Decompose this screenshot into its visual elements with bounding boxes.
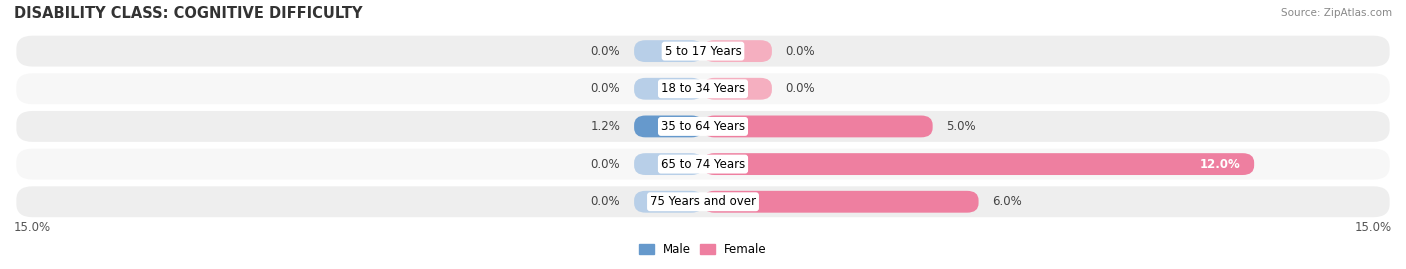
Text: DISABILITY CLASS: COGNITIVE DIFFICULTY: DISABILITY CLASS: COGNITIVE DIFFICULTY — [14, 6, 363, 21]
FancyBboxPatch shape — [17, 73, 1389, 104]
FancyBboxPatch shape — [634, 191, 703, 213]
FancyBboxPatch shape — [17, 111, 1389, 142]
Text: 1.2%: 1.2% — [591, 120, 620, 133]
FancyBboxPatch shape — [703, 40, 772, 62]
FancyBboxPatch shape — [17, 36, 1389, 66]
Text: 65 to 74 Years: 65 to 74 Years — [661, 158, 745, 171]
FancyBboxPatch shape — [17, 186, 1389, 217]
Text: 6.0%: 6.0% — [993, 195, 1022, 208]
Text: 15.0%: 15.0% — [1355, 221, 1392, 233]
FancyBboxPatch shape — [634, 78, 703, 100]
Text: 0.0%: 0.0% — [786, 45, 815, 58]
Text: 15.0%: 15.0% — [14, 221, 51, 233]
Text: 5.0%: 5.0% — [946, 120, 976, 133]
FancyBboxPatch shape — [703, 78, 772, 100]
Text: 12.0%: 12.0% — [1199, 158, 1240, 171]
Text: 75 Years and over: 75 Years and over — [650, 195, 756, 208]
FancyBboxPatch shape — [17, 149, 1389, 179]
FancyBboxPatch shape — [703, 191, 979, 213]
Text: 0.0%: 0.0% — [591, 45, 620, 58]
Text: 0.0%: 0.0% — [591, 158, 620, 171]
Text: 5 to 17 Years: 5 to 17 Years — [665, 45, 741, 58]
Text: 0.0%: 0.0% — [591, 82, 620, 95]
Text: 0.0%: 0.0% — [786, 82, 815, 95]
FancyBboxPatch shape — [703, 153, 1254, 175]
Text: 35 to 64 Years: 35 to 64 Years — [661, 120, 745, 133]
Text: Source: ZipAtlas.com: Source: ZipAtlas.com — [1281, 8, 1392, 18]
FancyBboxPatch shape — [703, 115, 932, 137]
FancyBboxPatch shape — [634, 153, 703, 175]
Text: 0.0%: 0.0% — [591, 195, 620, 208]
FancyBboxPatch shape — [634, 40, 703, 62]
Text: 18 to 34 Years: 18 to 34 Years — [661, 82, 745, 95]
Legend: Male, Female: Male, Female — [640, 243, 766, 256]
FancyBboxPatch shape — [634, 115, 703, 137]
